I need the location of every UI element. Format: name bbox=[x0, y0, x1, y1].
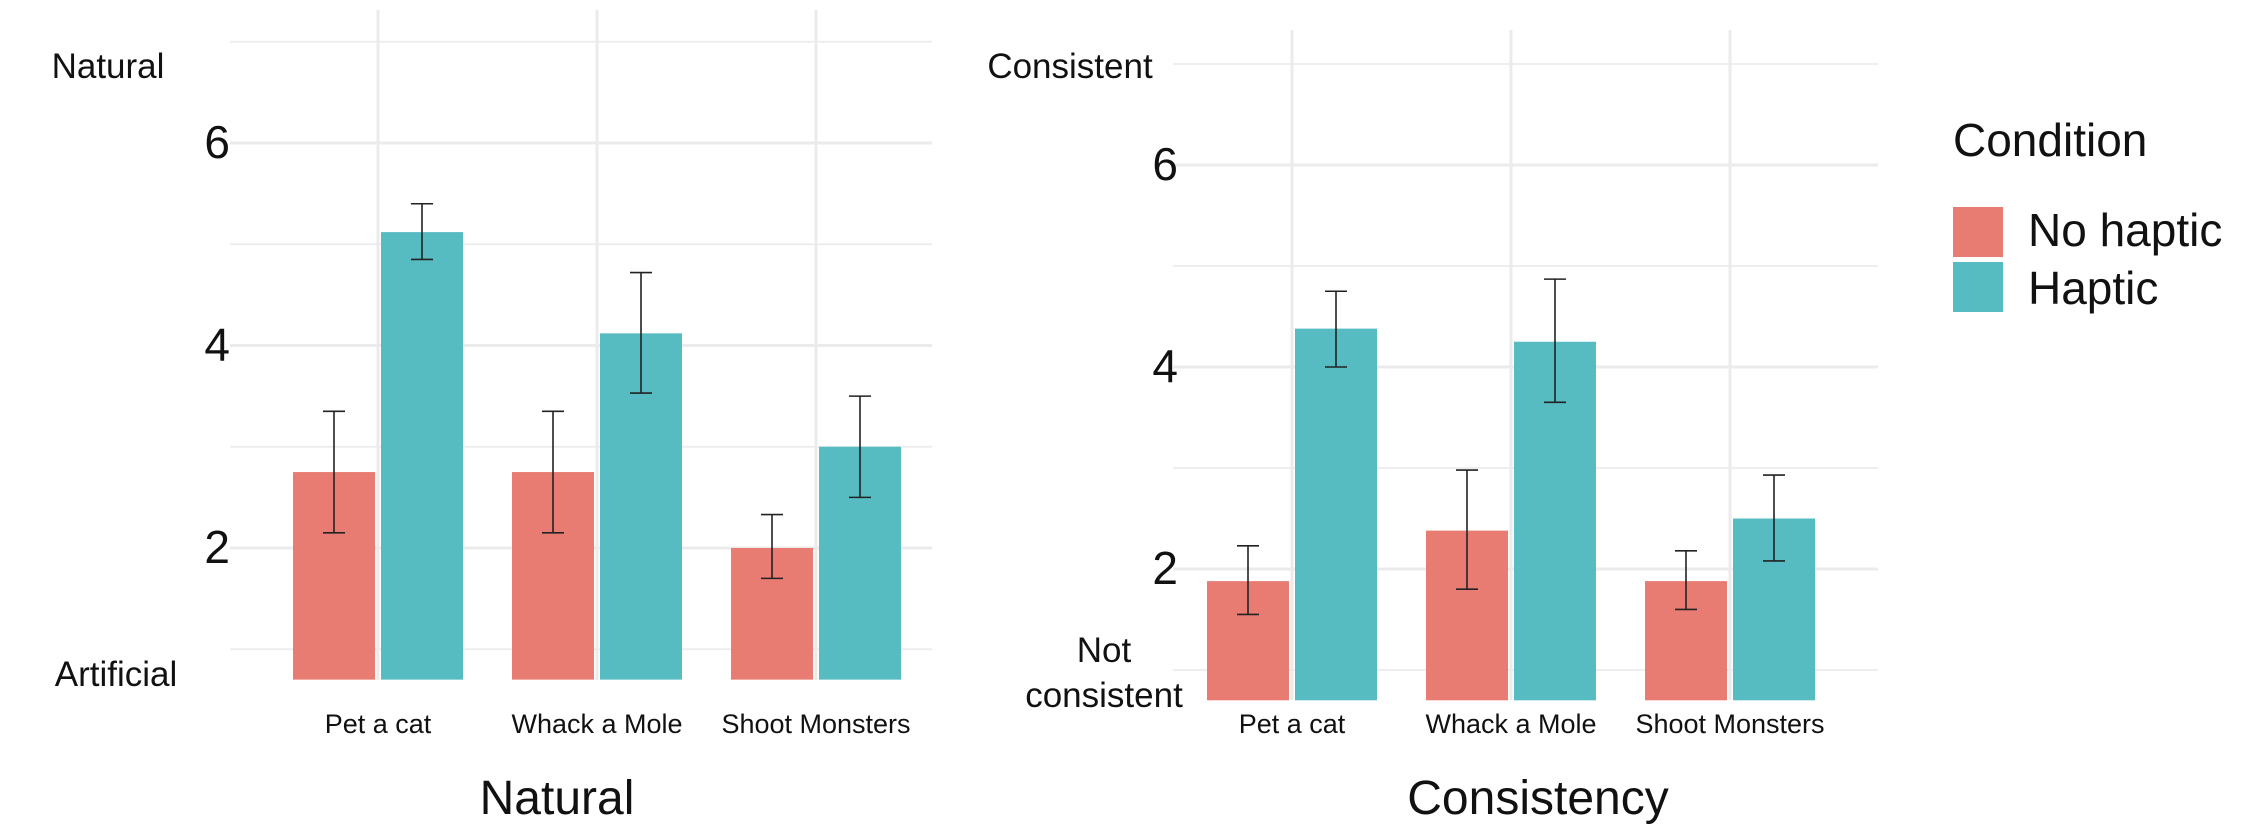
y-anchor-label-top: Consistent bbox=[987, 47, 1153, 86]
error-bar-no-haptic-whack-a-mole bbox=[542, 410, 564, 534]
legend-label-haptic: Haptic bbox=[2028, 262, 2158, 314]
y-tick-label: 6 bbox=[204, 116, 230, 168]
error-bar-no-haptic-whack-a-mole bbox=[1456, 469, 1478, 591]
y-anchor-label-line: consistent bbox=[1025, 676, 1183, 715]
error-bar-haptic-whack-a-mole bbox=[630, 271, 652, 394]
y-tick-label: 4 bbox=[204, 319, 230, 371]
y-anchor-label-bottom: Artificial bbox=[55, 655, 178, 694]
legend: Condition No haptic Haptic bbox=[1953, 114, 2222, 314]
x-tick-label-shoot-monsters: Shoot Monsters bbox=[1635, 709, 1824, 739]
natural-chart: 2 4 6 Natural Artificial Pet a cat Whack a Mol… bbox=[52, 10, 932, 825]
x-tick-label-pet-a-cat: Pet a cat bbox=[1239, 709, 1346, 739]
x-tick-label-whack-a-mole: Whack a Mole bbox=[511, 709, 682, 739]
legend-swatch-no-haptic bbox=[1953, 207, 2003, 257]
error-bar-haptic-pet-a-cat bbox=[1325, 290, 1347, 368]
legend-title: Condition bbox=[1953, 114, 2147, 166]
error-bar-haptic-whack-a-mole bbox=[1544, 278, 1566, 404]
bar-haptic-pet-a-cat bbox=[1295, 328, 1377, 701]
x-axis-title: Consistency bbox=[1407, 772, 1668, 825]
x-tick-label-shoot-monsters: Shoot Monsters bbox=[721, 709, 910, 739]
bar-haptic-pet-a-cat bbox=[381, 232, 463, 680]
error-bar-no-haptic-shoot-monsters bbox=[761, 513, 783, 580]
y-tick-label: 2 bbox=[1152, 542, 1178, 594]
error-bar-no-haptic-pet-a-cat bbox=[323, 410, 345, 534]
y-anchor-label-bottom: Not consistent bbox=[1025, 631, 1183, 715]
legend-label-no-haptic: No haptic bbox=[2028, 204, 2222, 256]
y-tick-label: 2 bbox=[204, 521, 230, 573]
error-bar-haptic-shoot-monsters bbox=[849, 395, 871, 499]
x-axis-title: Natural bbox=[480, 772, 635, 825]
legend-swatch-haptic bbox=[1953, 262, 2003, 312]
error-bar-no-haptic-pet-a-cat bbox=[1237, 544, 1259, 616]
error-bar-no-haptic-shoot-monsters bbox=[1675, 550, 1697, 611]
error-bar-haptic-pet-a-cat bbox=[411, 202, 433, 261]
x-tick-label-pet-a-cat: Pet a cat bbox=[325, 709, 432, 739]
x-tick-label-whack-a-mole: Whack a Mole bbox=[1425, 709, 1596, 739]
y-tick-label: 4 bbox=[1152, 340, 1178, 392]
consistency-chart: 2 4 6 Consistent Not consistent Pet a cat Whack… bbox=[987, 30, 1878, 825]
y-tick-label: 6 bbox=[1152, 138, 1178, 190]
error-bar-haptic-shoot-monsters bbox=[1763, 474, 1785, 562]
y-anchor-label-line: Not bbox=[1077, 631, 1132, 670]
y-anchor-label-top: Natural bbox=[52, 47, 165, 86]
